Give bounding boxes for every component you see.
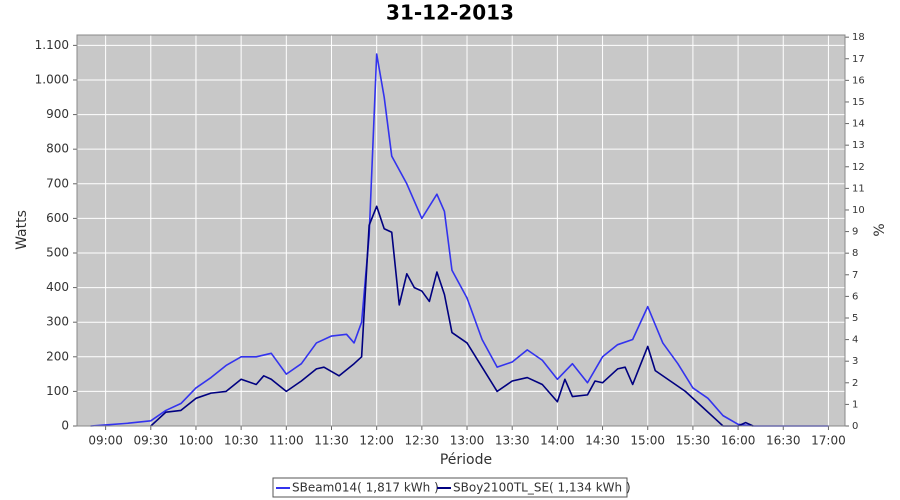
y-tick-label: 1.100 (35, 38, 69, 52)
y2-tick-label: 5 (852, 313, 858, 324)
y2-tick-label: 6 (852, 291, 858, 302)
y2-tick-label: 3 (852, 356, 858, 367)
x-tick-label: 12:00 (359, 434, 394, 448)
y2-tick-label: 14 (852, 119, 865, 130)
x-tick-label: 11:00 (269, 434, 304, 448)
y2-tick-label: 0 (852, 421, 858, 432)
x-tick-label: 14:00 (540, 434, 575, 448)
y-tick-label: 400 (46, 280, 69, 294)
y-tick-label: 100 (46, 384, 69, 398)
y2-tick-label: 10 (852, 205, 865, 216)
x-tick-label: 15:30 (676, 434, 711, 448)
y-axis-label: Watts (14, 210, 30, 250)
y2-tick-label: 8 (852, 248, 858, 259)
x-tick-label: 13:30 (495, 434, 530, 448)
plot-border (76, 34, 846, 427)
y-tick-label: 1.000 (35, 72, 69, 86)
x-axis-label: Période (440, 452, 492, 468)
y-tick-label: 300 (46, 315, 69, 329)
y2-tick-label: 1 (852, 399, 858, 410)
y-tick-label: 0 (61, 419, 69, 433)
chart-title: 31-12-2013 (386, 1, 514, 25)
y2-tick-label: 11 (852, 183, 865, 194)
y2-tick-label: 15 (852, 97, 865, 108)
x-tick-label: 11:30 (314, 434, 349, 448)
y2-axis-label: % (872, 223, 888, 236)
y2-tick-label: 17 (852, 54, 865, 65)
y2-tick-label: 16 (852, 75, 865, 86)
x-tick-label: 14:30 (585, 434, 620, 448)
x-tick-label: 17:00 (811, 434, 846, 448)
y-tick-label: 900 (46, 107, 69, 121)
x-tick-label: 15:00 (630, 434, 665, 448)
x-tick-label: 10:30 (224, 434, 259, 448)
y2-tick-label: 9 (852, 227, 858, 238)
y-tick-label: 700 (46, 176, 69, 190)
y-tick-label: 200 (46, 349, 69, 363)
x-tick-label: 09:30 (133, 434, 168, 448)
x-tick-label: 16:00 (721, 434, 756, 448)
y-tick-label: 600 (46, 211, 69, 225)
x-tick-label: 12:30 (405, 434, 440, 448)
legend-label: SBeam014( 1,817 kWh ) (292, 481, 439, 495)
y2-tick-label: 13 (852, 140, 865, 151)
y-tick-label: 500 (46, 245, 69, 259)
x-tick-label: 09:00 (88, 434, 123, 448)
y2-tick-label: 18 (852, 32, 865, 43)
line-series (90, 53, 829, 427)
x-tick-label: 16:30 (766, 434, 801, 448)
y2-tick-label: 7 (852, 270, 858, 281)
y2-tick-label: 12 (852, 162, 865, 173)
x-tick-label: 13:00 (450, 434, 485, 448)
y2-tick-label: 2 (852, 378, 858, 389)
y-tick-label: 800 (46, 142, 69, 156)
legend-label: SBoy2100TL_SE( 1,134 kWh ) (453, 481, 631, 495)
y2-tick-label: 4 (852, 335, 858, 346)
line-series (150, 205, 754, 427)
x-tick-label: 10:00 (179, 434, 214, 448)
plot-area (76, 34, 846, 427)
